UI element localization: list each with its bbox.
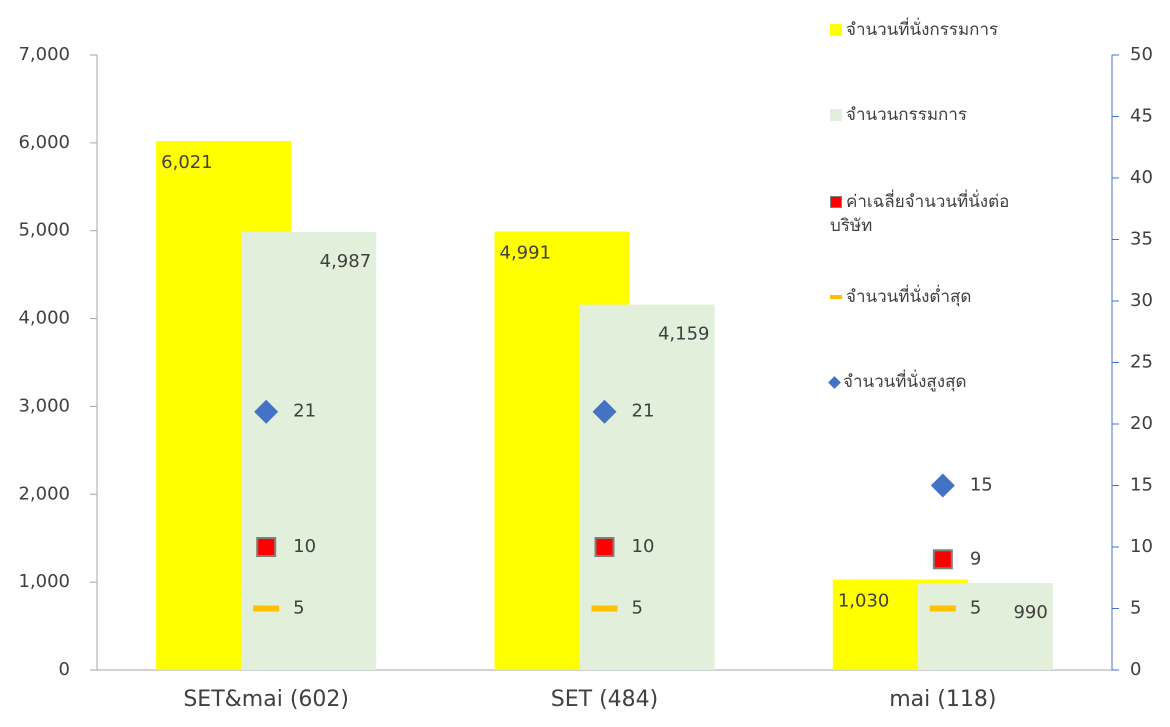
- y2-tick-label: 5: [1130, 598, 1141, 619]
- bar: [579, 304, 715, 670]
- square-marker: [932, 549, 953, 570]
- dash-marker: [253, 605, 280, 612]
- legend-entry: จำนวนที่นั่งกรรมการ: [830, 18, 1030, 42]
- bar-value-label: 4,991: [500, 243, 552, 264]
- square-marker: [594, 537, 615, 557]
- bar-value-label: 1,030: [838, 591, 890, 612]
- y2-tick-label: 50: [1130, 44, 1153, 65]
- x-tick-label: SET&mai (602): [183, 687, 349, 712]
- diamond-marker: [254, 399, 279, 424]
- y2-tick-label: 25: [1130, 352, 1153, 373]
- y-tick-label: 6,000: [18, 132, 70, 153]
- dash-marker: [591, 605, 618, 612]
- legend-swatch: [830, 295, 842, 299]
- dash-marker: [929, 605, 956, 612]
- legend-label: จำนวนกรรมการ: [846, 105, 968, 125]
- legend-entry: ค่าเฉลี่ยจำนวนที่นั่งต่อบริษัท: [830, 190, 1030, 238]
- x-tick-label: mai (118): [889, 687, 996, 712]
- y-tick-label: 2,000: [18, 483, 70, 504]
- y2-tick-label: 35: [1130, 229, 1153, 250]
- marker-label: 21: [632, 401, 655, 422]
- marker-label: 5: [970, 598, 981, 619]
- y2-tick-label: 30: [1130, 290, 1153, 311]
- diamond-marker: [592, 399, 617, 424]
- legend-entry: จำนวนที่นั่งสูงสุด: [828, 370, 1030, 394]
- legend-label: จำนวนที่นั่งกรรมการ: [846, 20, 999, 40]
- y2-tick-label: 0: [1130, 659, 1141, 680]
- legend-swatch: [828, 375, 841, 389]
- marker-label: 10: [293, 536, 316, 557]
- legend-swatch: [830, 109, 842, 121]
- y-tick-label: 1,000: [18, 571, 70, 592]
- y2-tick-label: 40: [1130, 167, 1153, 188]
- bar: [241, 231, 377, 670]
- y-tick-label: 0: [59, 659, 70, 680]
- bar-value-label: 4,987: [320, 251, 372, 272]
- marker-label: 9: [970, 548, 981, 569]
- y-tick-label: 4,000: [18, 308, 70, 329]
- marker-label: 10: [632, 536, 655, 557]
- bar-value-label: 990: [1013, 602, 1047, 623]
- legend-label: จำนวนที่นั่งต่ำสุด: [846, 287, 972, 307]
- square-marker: [256, 537, 277, 557]
- bar-value-label: 4,159: [658, 324, 710, 345]
- marker-label: 21: [293, 401, 316, 422]
- y2-tick-label: 45: [1130, 106, 1153, 127]
- y-tick-label: 3,000: [18, 395, 70, 416]
- y2-tick-label: 15: [1130, 475, 1153, 496]
- marker-label: 5: [632, 598, 643, 619]
- legend-entry: จำนวนที่นั่งต่ำสุด: [830, 285, 1030, 309]
- legend-label: ค่าเฉลี่ยจำนวนที่นั่งต่อบริษัท: [830, 192, 1010, 236]
- y2-tick-label: 20: [1130, 413, 1153, 434]
- y-tick-label: 7,000: [18, 44, 70, 65]
- legend-entry: จำนวนกรรมการ: [830, 103, 1030, 127]
- marker-label: 5: [293, 598, 304, 619]
- marker-label: 15: [970, 475, 993, 496]
- legend-swatch: [830, 24, 842, 36]
- bar-value-label: 6,021: [161, 152, 213, 173]
- legend-swatch: [830, 196, 842, 208]
- x-tick-label: SET (484): [551, 687, 658, 712]
- legend-label: จำนวนที่นั่งสูงสุด: [843, 372, 967, 392]
- y-tick-label: 5,000: [18, 220, 70, 241]
- y2-tick-label: 10: [1130, 536, 1153, 557]
- diamond-marker: [930, 473, 955, 498]
- bar: [917, 583, 1053, 670]
